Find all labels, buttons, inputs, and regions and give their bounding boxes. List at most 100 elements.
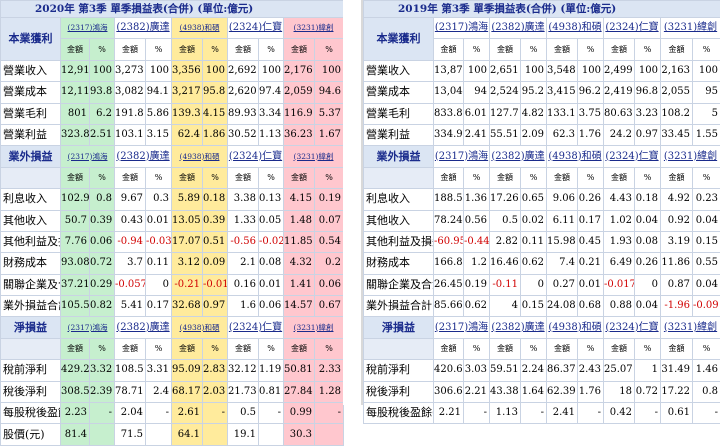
value-cell[interactable]: 100 xyxy=(259,60,284,81)
value-cell[interactable]: 0.87 xyxy=(661,274,693,295)
value-cell[interactable]: 89.93 xyxy=(228,103,259,124)
value-cell[interactable]: 0.08 xyxy=(259,253,284,274)
value-cell[interactable]: 100 xyxy=(315,60,344,81)
value-cell[interactable]: 0 xyxy=(146,274,172,295)
value-cell[interactable]: 4 xyxy=(490,296,521,317)
value-cell[interactable]: 2,692 xyxy=(228,60,259,81)
value-cell[interactable]: 2,163 xyxy=(661,60,693,81)
value-cell[interactable]: 0.09 xyxy=(203,253,228,274)
value-cell[interactable]: 3.03 xyxy=(464,360,490,381)
value-cell[interactable]: 4.92 xyxy=(661,189,693,210)
value-cell[interactable]: 19.1 xyxy=(228,424,259,445)
value-cell[interactable]: 0.72 xyxy=(635,381,661,402)
value-cell[interactable]: 108.2 xyxy=(661,103,693,124)
value-cell[interactable]: - xyxy=(693,403,720,424)
value-cell[interactable]: 1.2 xyxy=(464,253,490,274)
value-cell[interactable]: 801 xyxy=(61,103,90,124)
value-cell[interactable]: 3,273 xyxy=(115,60,146,81)
value-cell[interactable]: 0.81 xyxy=(259,381,284,402)
value-cell[interactable]: 0.97 xyxy=(203,296,228,317)
value-cell[interactable] xyxy=(315,424,344,445)
company-link[interactable]: (3231)緯創 xyxy=(284,317,344,338)
value-cell[interactable]: 2.41 xyxy=(464,124,490,145)
value-cell[interactable]: 0.11 xyxy=(146,253,172,274)
value-cell[interactable]: 1.76 xyxy=(578,381,604,402)
value-cell[interactable]: 2.82 xyxy=(490,231,521,252)
value-cell[interactable]: - xyxy=(635,403,661,424)
value-cell[interactable]: 100 xyxy=(464,60,490,81)
value-cell[interactable]: 55.51 xyxy=(490,124,521,145)
value-cell[interactable]: 3.15 xyxy=(146,124,172,145)
company-link[interactable]: (3231)緯創 xyxy=(661,317,720,338)
value-cell[interactable]: 4.32 xyxy=(284,253,315,274)
value-cell[interactable]: 1.64 xyxy=(521,381,547,402)
value-cell[interactable]: 108.5 xyxy=(115,360,146,381)
value-cell[interactable]: 21.73 xyxy=(228,381,259,402)
value-cell[interactable]: 24.08 xyxy=(547,296,578,317)
value-cell[interactable]: 12,114 xyxy=(61,82,90,103)
value-cell[interactable]: 0.67 xyxy=(315,296,344,317)
value-cell[interactable]: 2.51 xyxy=(90,124,115,145)
value-cell[interactable]: -0.94 xyxy=(115,231,146,252)
value-cell[interactable]: 0.19 xyxy=(464,274,490,295)
company-link[interactable]: (2317)鴻海 xyxy=(434,317,490,338)
value-cell[interactable]: 5 xyxy=(693,103,720,124)
value-cell[interactable]: 2.39 xyxy=(90,381,115,402)
company-link[interactable]: (3231)緯創 xyxy=(661,146,720,167)
value-cell[interactable]: 133.1 xyxy=(547,103,578,124)
value-cell[interactable]: 0.01 xyxy=(578,274,604,295)
value-cell[interactable]: 80.63 xyxy=(604,103,635,124)
value-cell[interactable]: 50.7 xyxy=(61,210,90,231)
value-cell[interactable]: 0.18 xyxy=(203,189,228,210)
value-cell[interactable]: 25.07 xyxy=(604,360,635,381)
value-cell[interactable]: 13,878 xyxy=(434,60,464,81)
value-cell[interactable]: -0.017 xyxy=(604,274,635,295)
value-cell[interactable]: 323.8 xyxy=(61,124,90,145)
value-cell[interactable]: 7.76 xyxy=(61,231,90,252)
value-cell[interactable]: 2.43 xyxy=(578,360,604,381)
value-cell[interactable]: 64.1 xyxy=(172,424,203,445)
value-cell[interactable]: 2.23 xyxy=(61,403,90,424)
value-cell[interactable]: 2.21 xyxy=(464,381,490,402)
company-link[interactable]: (2317)鴻海 xyxy=(61,317,115,338)
value-cell[interactable]: 5.86 xyxy=(146,103,172,124)
value-cell[interactable]: 0.68 xyxy=(578,296,604,317)
value-cell[interactable]: 96.2 xyxy=(578,82,604,103)
value-cell[interactable]: 0.62 xyxy=(521,253,547,274)
value-cell[interactable]: 0.04 xyxy=(635,296,661,317)
value-cell[interactable]: 78.24 xyxy=(434,210,464,231)
value-cell[interactable]: 833.8 xyxy=(434,103,464,124)
value-cell[interactable]: -0.44 xyxy=(464,231,490,252)
value-cell[interactable]: 0 xyxy=(635,274,661,295)
value-cell[interactable]: 62.3 xyxy=(547,124,578,145)
value-cell[interactable]: 26.45 xyxy=(434,274,464,295)
value-cell[interactable]: 0.72 xyxy=(90,253,115,274)
value-cell[interactable]: 17.07 xyxy=(172,231,203,252)
value-cell[interactable]: 2.61 xyxy=(172,403,203,424)
value-cell[interactable]: 3,082 xyxy=(115,82,146,103)
value-cell[interactable]: 2,499 xyxy=(604,60,635,81)
value-cell[interactable]: 85.66 xyxy=(434,296,464,317)
value-cell[interactable]: 1.48 xyxy=(284,210,315,231)
value-cell[interactable]: 0.21 xyxy=(578,253,604,274)
value-cell[interactable]: 1.76 xyxy=(578,124,604,145)
value-cell[interactable]: 2,620 xyxy=(228,82,259,103)
value-cell[interactable]: -0.09 xyxy=(693,296,720,317)
value-cell[interactable]: 100 xyxy=(521,60,547,81)
value-cell[interactable]: 13.05 xyxy=(172,210,203,231)
value-cell[interactable]: 11.85 xyxy=(284,231,315,252)
value-cell[interactable]: 78.71 xyxy=(115,381,146,402)
value-cell[interactable]: 4.15 xyxy=(284,189,315,210)
value-cell[interactable]: 1.36 xyxy=(464,189,490,210)
value-cell[interactable]: 3.7 xyxy=(115,253,146,274)
value-cell[interactable]: 191.8 xyxy=(115,103,146,124)
value-cell[interactable]: 30.52 xyxy=(228,124,259,145)
value-cell[interactable]: 1.67 xyxy=(315,124,344,145)
company-link[interactable]: (2317)鴻海 xyxy=(434,18,490,39)
value-cell[interactable]: 0.61 xyxy=(661,403,693,424)
value-cell[interactable]: 0.01 xyxy=(146,210,172,231)
value-cell[interactable]: -0.21 xyxy=(172,274,203,295)
value-cell[interactable]: 93.8 xyxy=(90,82,115,103)
value-cell[interactable]: 3,217 xyxy=(172,82,203,103)
value-cell[interactable]: 0.06 xyxy=(315,274,344,295)
